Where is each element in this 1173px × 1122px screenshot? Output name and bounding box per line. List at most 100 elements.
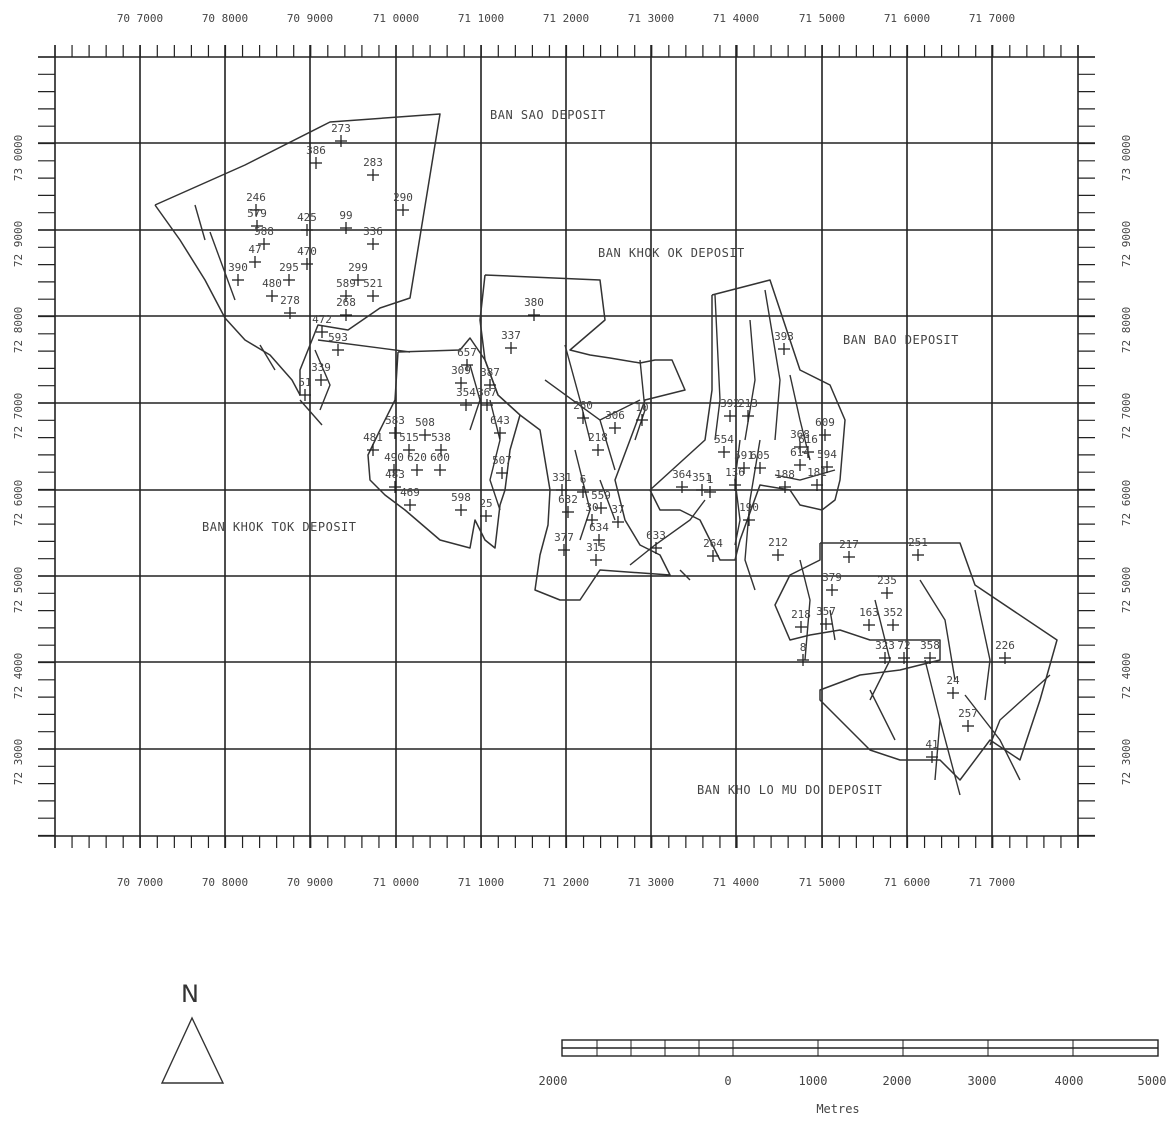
drill-hole: 598 [451,491,471,516]
fault-line [939,719,961,796]
fault-line [744,439,761,591]
easting-label: 71 0000 [373,12,419,25]
easting-label: 71 5000 [799,12,845,25]
fault-line [799,559,811,661]
northing-label: 72 3000 [1120,739,1133,785]
drill-hole-label: 8 [800,641,807,654]
drill-hole-label: 515 [399,431,419,444]
drill-hole: 8 [797,641,809,666]
drill-hole-label: 386 [306,144,326,157]
northing-label: 72 7000 [1120,393,1133,439]
drill-hole: 425 [297,211,317,236]
fault-line [714,294,721,441]
easting-label: 70 8000 [202,12,248,25]
drill-hole-label: 47 [248,243,261,256]
north-arrow-icon [160,1016,225,1084]
drill-hole: 41 [925,738,939,763]
drill-hole: 24 [946,674,960,699]
drill-hole: 600 [430,451,450,476]
fault-line [314,349,331,411]
easting-label: 71 5000 [799,876,845,889]
drill-hole-label: 472 [312,313,332,326]
drill-hole-label: 393 [774,330,794,343]
drill-hole-label: 226 [995,639,1015,652]
drill-hole-label: 41 [925,738,938,751]
fault-line [989,674,1051,746]
drill-hole: 507 [492,454,512,479]
fault-line [194,204,206,241]
drill-hole-label: 593 [328,331,348,344]
drill-hole: 515 [399,431,419,456]
drill-hole-label: 309 [451,364,471,377]
drill-hole-label: 24 [946,674,960,687]
scale-unit-label: Metres [816,1102,859,1116]
drill-hole: 387 [480,366,500,391]
drill-hole-label: 278 [280,294,300,307]
northing-label: 72 3000 [12,739,25,785]
drill-hole: 469 [400,486,420,511]
drill-hole-label: 554 [714,433,734,446]
drill-hole-label: 30 [585,501,598,514]
scale-label: 0 [724,1074,731,1088]
northing-label: 72 9000 [1120,221,1133,267]
easting-label: 71 1000 [458,876,504,889]
drill-hole: 554 [714,433,734,458]
fault-line [789,374,811,461]
drill-hole: 508 [415,416,435,441]
drill-hole: 315 [586,541,606,566]
drill-hole-label: 357 [816,605,836,618]
drill-hole-label: 352 [883,606,903,619]
scale-label: 4000 [1055,1074,1084,1088]
drill-hole: 392 [720,397,740,422]
drill-hole: 295 [279,261,299,286]
drill-hole: 480 [262,277,282,302]
drill-hole: 278 [280,294,300,319]
drill-hole-label: 260 [573,399,593,412]
drill-hole-label: 657 [457,346,477,359]
drill-hole-label: 217 [839,538,859,551]
drill-hole: 10 [635,401,649,426]
drill-hole: 588 [254,225,274,250]
drill-hole-label: 6 [580,473,587,486]
easting-label: 71 3000 [628,12,674,25]
deposit-label-ban-sao: BAN SAO DEPOSIT [490,108,606,122]
fault-line [489,399,501,511]
drill-hole-label: 358 [920,639,940,652]
drill-hole-label: 632 [558,493,578,506]
drill-hole-label: 163 [859,606,879,619]
drill-hole-label: 600 [430,451,450,464]
drill-hole: 609 [815,416,835,441]
easting-label: 70 9000 [287,876,333,889]
drill-hole: 218 [588,431,608,456]
drill-hole-label: 481 [363,431,383,444]
drill-hole-label: 425 [297,211,317,224]
drill-hole: 6 [577,473,589,498]
scale-label: 3000 [968,1074,997,1088]
scale-bar-ticks [561,1040,1159,1056]
drill-hole: 490 [384,451,404,476]
drill-hole-label: 25 [479,497,492,510]
easting-label: 71 7000 [969,876,1015,889]
drill-hole-label: 1 [707,473,714,486]
easting-label: 70 9000 [287,12,333,25]
scale-bar: 2000 0 1000 2000 3000 4000 5000 Metres [539,1039,1166,1116]
drill-hole: 589 [336,277,356,302]
drill-hole-label: 235 [877,574,897,587]
northing-label: 73 0000 [1120,135,1133,181]
easting-label: 71 6000 [884,12,930,25]
drill-hole: 377 [554,531,574,556]
drill-hole: 364 [672,468,692,493]
drill-hole: 393 [774,330,794,355]
drill-hole: 634 [589,521,609,546]
drill-hole-label: 273 [331,122,351,135]
drill-hole-label: 507 [492,454,512,467]
drill-hole-label: 336 [363,225,383,238]
drill-hole-label: 470 [297,245,317,258]
drill-hole: 643 [490,414,510,439]
deposit-label-ban-khok-ok: BAN KHOK OK DEPOSIT [598,246,745,260]
drill-hole-label: 643 [490,414,510,427]
drill-hole-label: 290 [393,191,413,204]
fault-line [629,499,706,566]
drill-hole-label: 181 [807,466,827,479]
drill-hole: 616 [798,433,818,458]
